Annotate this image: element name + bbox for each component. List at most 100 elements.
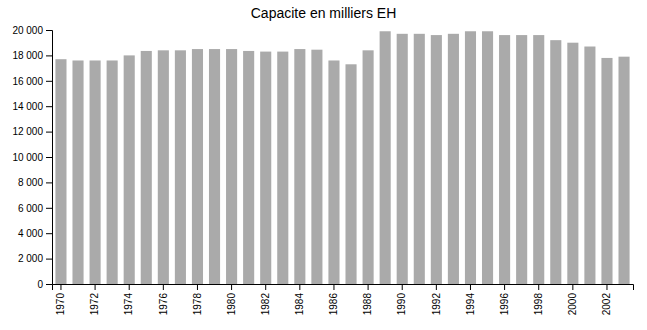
tick-mark (46, 30, 52, 31)
tick-label: 2000 (567, 293, 578, 316)
bar (277, 52, 288, 284)
tick: 14 000 (12, 101, 52, 112)
tick-mark (572, 284, 573, 290)
tick-label: 2002 (601, 293, 612, 316)
bar (363, 50, 374, 284)
plot: 1970 1972 1974 1976 1978 1980 1982 1984 1986 1988… (12, 25, 633, 316)
x-axis: 1970 1972 1974 1976 1978 1980 1982 1984 1986 1988… (53, 284, 634, 315)
tick-label: 6 000 (18, 203, 43, 214)
tick-label: 1982 (260, 293, 271, 316)
tick: 1984 (294, 284, 305, 315)
tick-label: 1992 (431, 293, 442, 316)
tick: 1990 (396, 284, 407, 315)
tick-label: 2 000 (18, 253, 43, 264)
tick-label: 1978 (192, 293, 203, 316)
tick: 1988 (362, 284, 373, 315)
bar (345, 64, 356, 284)
bar (72, 60, 83, 284)
tick-label: 8 000 (18, 177, 43, 188)
tick-label: 20 000 (12, 25, 43, 36)
tick: 1994 (465, 284, 476, 315)
tick-mark (46, 81, 52, 82)
tick-label: 1996 (499, 293, 510, 316)
bar (158, 50, 169, 284)
bar (601, 58, 612, 284)
y-axis: 0 2 000 4 000 6 000 8 000 10 000 12 000 14 000 1… (12, 25, 52, 290)
bar (55, 59, 66, 284)
tick-mark (46, 284, 52, 285)
bar (465, 31, 476, 284)
tick: 1970 (55, 284, 66, 315)
bar (311, 50, 322, 284)
tick: 4 000 (18, 228, 52, 239)
tick-label: 18 000 (12, 50, 43, 61)
bar (516, 35, 527, 284)
tick: 2000 (567, 284, 578, 315)
bar (294, 49, 305, 284)
bar (533, 35, 544, 284)
tick-label: 1998 (533, 293, 544, 316)
bar (243, 51, 254, 284)
tick-mark (95, 284, 96, 290)
tick-label: 10 000 (12, 152, 43, 163)
bar (550, 40, 561, 284)
bar (482, 31, 493, 284)
tick-label: 1970 (55, 293, 66, 316)
tick-mark (163, 284, 164, 290)
bar (124, 55, 135, 284)
tick-label: 14 000 (12, 101, 43, 112)
tick-mark (46, 132, 52, 133)
bar (499, 35, 510, 284)
tick-label: 1976 (158, 293, 169, 316)
tick-label: 1986 (328, 293, 339, 316)
tick: 16 000 (12, 76, 52, 87)
tick-mark (46, 157, 52, 158)
tick: 2002 (601, 284, 612, 315)
tick-mark (197, 284, 198, 290)
title: Capacite en milliers EH (251, 5, 397, 21)
tick: 1974 (123, 284, 134, 315)
bar (175, 50, 186, 284)
tick: 1976 (158, 284, 169, 315)
bar (90, 60, 101, 284)
tick-mark (402, 284, 403, 290)
axis-line (53, 285, 634, 291)
tick-label: 4 000 (18, 228, 43, 239)
tick-mark (436, 284, 437, 290)
bar (209, 49, 220, 284)
tick-label: 1980 (226, 293, 237, 316)
tick-label: 1994 (465, 293, 476, 316)
bar (448, 34, 459, 284)
tick-label: 0 (37, 279, 43, 290)
tick: 1986 (328, 284, 339, 315)
tick-label: 1974 (123, 293, 134, 316)
tick: 1980 (226, 284, 237, 315)
bar (141, 51, 152, 284)
tick-mark (129, 284, 130, 290)
tick: 1998 (533, 284, 544, 315)
tick: 20 000 (12, 25, 52, 36)
tick-mark (606, 284, 607, 290)
bar (397, 34, 408, 284)
tick-label: 1990 (396, 293, 407, 316)
tick: 1996 (499, 284, 510, 315)
tick: 0 (37, 279, 52, 290)
bar (618, 57, 629, 284)
tick-mark (299, 284, 300, 290)
tick-mark (46, 233, 52, 234)
tick: 12 000 (12, 126, 52, 137)
tick-mark (333, 284, 334, 290)
tick: 1992 (431, 284, 442, 315)
tick-label: 1972 (89, 293, 100, 316)
tick: 2 000 (18, 253, 52, 264)
tick: 18 000 (12, 50, 52, 61)
tick: 1978 (192, 284, 203, 315)
tick-label: 12 000 (12, 126, 43, 137)
bar (260, 52, 271, 284)
tick-mark (46, 106, 52, 107)
bar (226, 49, 237, 284)
axis-line (46, 31, 53, 285)
chart: Capacite en milliers EH19701972197419761… (0, 0, 647, 330)
bar (107, 60, 118, 284)
tick: 8 000 (18, 177, 52, 188)
